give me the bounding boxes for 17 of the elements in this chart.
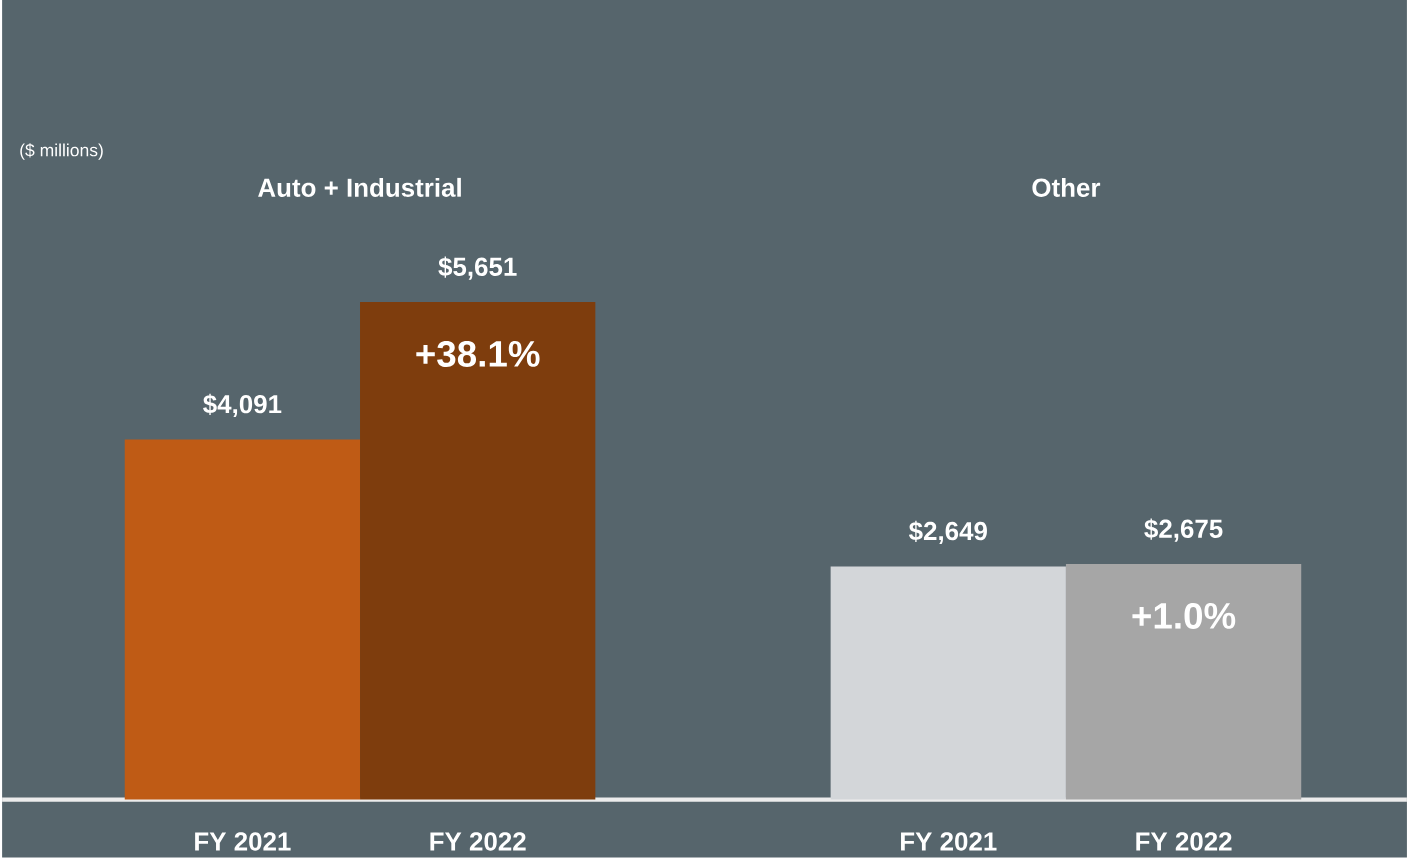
text: Other [1032, 177, 1101, 197]
x-tick-label: FY 2021 [901, 832, 997, 851]
data-label: $2,649 [908, 520, 987, 544]
annotation: +1.0% [1132, 602, 1236, 629]
bar [1065, 563, 1302, 800]
x-tick-label: FY 2022 [1136, 832, 1232, 851]
data-label: $2,675 [1144, 518, 1223, 542]
bar [830, 566, 1066, 800]
x-tick-label: FY 2021 [195, 832, 291, 851]
annotation: +38.1% [416, 340, 540, 367]
data-label: $5,651 [438, 256, 517, 280]
text: Auto + Industrial [258, 177, 461, 197]
data-label: $4,091 [203, 393, 282, 417]
x-tick-label: FY 2022 [430, 832, 526, 851]
bar [360, 301, 596, 800]
text: ($ millions) [20, 143, 103, 160]
bar [124, 439, 361, 800]
